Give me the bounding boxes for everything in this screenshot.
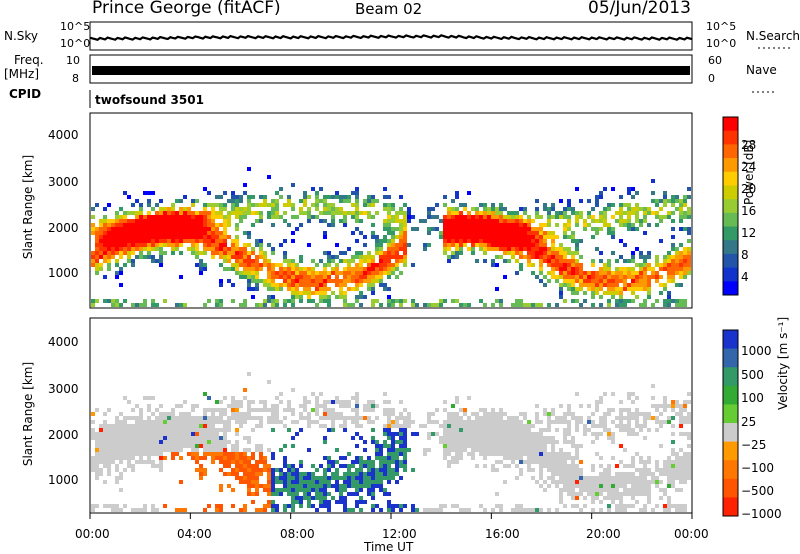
power-colorbar-segment [723, 185, 738, 200]
velocity-ytick-3000: 3000 [48, 382, 79, 396]
velocity-cbar-1000: 1000 [741, 344, 772, 358]
power-colorbar-segment [723, 130, 738, 145]
xtick-1200: 12:00 [382, 527, 417, 541]
power-colorbar-frame [722, 116, 739, 296]
velocity-cbar-m500: −500 [741, 484, 774, 498]
velocity-cbar-500: 500 [741, 368, 764, 382]
power-colorbar-segment [723, 199, 738, 214]
power-ytick-1000: 1000 [48, 266, 79, 280]
power-cbar-24: 24 [741, 160, 757, 174]
freq-tick-top: 10 [66, 54, 80, 67]
velocity-colorbar-segment [723, 330, 738, 350]
xtick-2400: 00:00 [674, 527, 709, 541]
power-ytick-2000: 2000 [48, 221, 79, 235]
velocity-cbar-m25: −25 [741, 438, 767, 452]
velocity-colorbar-segment [723, 423, 738, 443]
power-cbar-20: 20 [741, 182, 757, 196]
nsearch-tick-bottom: 10^0 [706, 37, 737, 50]
velocity-ytick-4000: 4000 [48, 335, 79, 349]
freq-panel-frame [89, 54, 693, 84]
power-cbar-4: 4 [741, 270, 749, 284]
power-colorbar-segment [723, 158, 738, 173]
xtick-1600: 16:00 [485, 527, 520, 541]
nsky-tick-top: 10^5 [60, 20, 91, 33]
cpid-value: twofsound 3501 [95, 93, 204, 107]
velocity-ytick-1000: 1000 [48, 473, 79, 487]
velocity-colorbar-segment [723, 348, 738, 368]
velocity-ytick-2000: 2000 [48, 428, 79, 442]
power-cbar-28: 28 [741, 138, 757, 152]
station-title: Prince George (fitACF) [92, 0, 281, 18]
velocity-heatmap-cells [91, 372, 691, 512]
power-cbar-8: 8 [741, 248, 749, 262]
nsearch-tick-top: 10^5 [706, 20, 737, 33]
power-colorbar-segment [723, 171, 738, 186]
power-colorbar-segment [723, 240, 738, 255]
velocity-colorbar-segment [723, 404, 738, 424]
xaxis-label: Time UT [364, 540, 414, 554]
velocity-colorbar-segment [723, 497, 738, 517]
freq-series-band [92, 66, 690, 75]
xtick-0400: 04:00 [177, 527, 212, 541]
velocity-colorbar-segment [723, 385, 738, 405]
xtick-0800: 08:00 [280, 527, 315, 541]
velocity-cbar-m1000: −1000 [741, 507, 782, 521]
xtick-0000: 00:00 [75, 527, 110, 541]
freq-tick-bottom: 8 [72, 72, 79, 85]
freq-unit-label: [MHz] [4, 67, 40, 81]
date-label: 05/Jun/2013 [588, 0, 691, 18]
nsky-label: N.Sky [4, 29, 39, 43]
nsearch-label: N.Search [746, 29, 800, 43]
velocity-cbar-100: 100 [741, 391, 764, 405]
velocity-colorbar-segment [723, 441, 738, 461]
power-colorbar-segment [723, 144, 738, 159]
velocity-cbar-25: 25 [741, 415, 757, 429]
power-colorbar-segment [723, 212, 738, 228]
power-heatmap-cells [91, 167, 691, 307]
power-colorbar-segment [723, 117, 738, 132]
beam-label: Beam 02 [355, 0, 423, 18]
power-colorbar-segment [723, 253, 738, 269]
cpid-label: CPID [9, 87, 42, 101]
xtick-2000: 20:00 [586, 527, 621, 541]
velocity-colorbar-segment [723, 460, 738, 480]
power-panel-frame [89, 112, 693, 309]
nsky-panel-frame [89, 21, 693, 51]
velocity-colorbar-frame [722, 329, 739, 517]
power-ytick-3000: 3000 [48, 175, 79, 189]
power-colorbar-segment [723, 226, 738, 241]
velocity-colorbar-segment [723, 367, 738, 387]
power-colorbar-segment [723, 267, 738, 282]
power-ytick-4000: 4000 [48, 128, 79, 142]
power-cbar-16: 16 [741, 204, 757, 218]
velocity-cbar-m100: −100 [741, 461, 774, 475]
power-colorbar-segment [723, 281, 738, 296]
nsky-tick-bottom: 10^0 [60, 37, 91, 50]
freq-label: Freq. [14, 53, 44, 67]
nave-tick-top: 60 [708, 54, 722, 67]
nave-tick-bottom: 0 [708, 72, 715, 85]
nave-label: Nave [746, 63, 777, 77]
power-cbar-12: 12 [741, 226, 757, 240]
velocity-colorbar-segment [723, 478, 738, 498]
nsky-series-line [89, 34, 693, 42]
